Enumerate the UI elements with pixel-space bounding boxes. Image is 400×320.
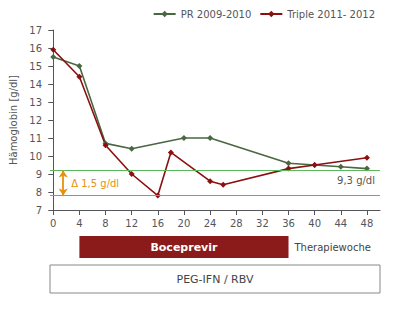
svg-text:0: 0	[50, 218, 56, 229]
svg-text:15: 15	[29, 61, 42, 72]
svg-text:8: 8	[102, 218, 108, 229]
svg-text:40: 40	[308, 218, 321, 229]
svg-text:9: 9	[36, 169, 42, 180]
svg-text:17: 17	[29, 25, 42, 36]
svg-text:Hämoglobin [g/dl]: Hämoglobin [g/dl]	[8, 75, 19, 165]
svg-text:PEG-IFN / RBV: PEG-IFN / RBV	[177, 273, 254, 286]
svg-text:16: 16	[29, 43, 42, 54]
svg-text:Therapiewoche: Therapiewoche	[294, 242, 371, 253]
svg-text:14: 14	[29, 79, 42, 90]
svg-text:Triple 2011- 2012: Triple 2011- 2012	[286, 9, 375, 20]
svg-text:44: 44	[334, 218, 347, 229]
svg-text:11: 11	[29, 133, 42, 144]
svg-text:12: 12	[29, 115, 42, 126]
svg-text:13: 13	[29, 97, 42, 108]
svg-text:36: 36	[282, 218, 295, 229]
svg-text:12: 12	[125, 218, 138, 229]
svg-text:8: 8	[36, 187, 42, 198]
svg-text:9,3 g/dl: 9,3 g/dl	[337, 175, 375, 186]
svg-text:10: 10	[29, 151, 42, 162]
svg-text:32: 32	[256, 218, 269, 229]
svg-text:24: 24	[204, 218, 217, 229]
svg-text:48: 48	[361, 218, 374, 229]
svg-text:PR 2009-2010: PR 2009-2010	[181, 9, 252, 20]
svg-text:7: 7	[36, 205, 42, 216]
svg-text:20: 20	[178, 218, 191, 229]
svg-text:16: 16	[151, 218, 164, 229]
svg-text:Δ 1,5 g/dl: Δ 1,5 g/dl	[71, 178, 119, 189]
svg-text:28: 28	[230, 218, 243, 229]
svg-text:Boceprevir: Boceprevir	[150, 241, 218, 254]
svg-text:4: 4	[76, 218, 82, 229]
